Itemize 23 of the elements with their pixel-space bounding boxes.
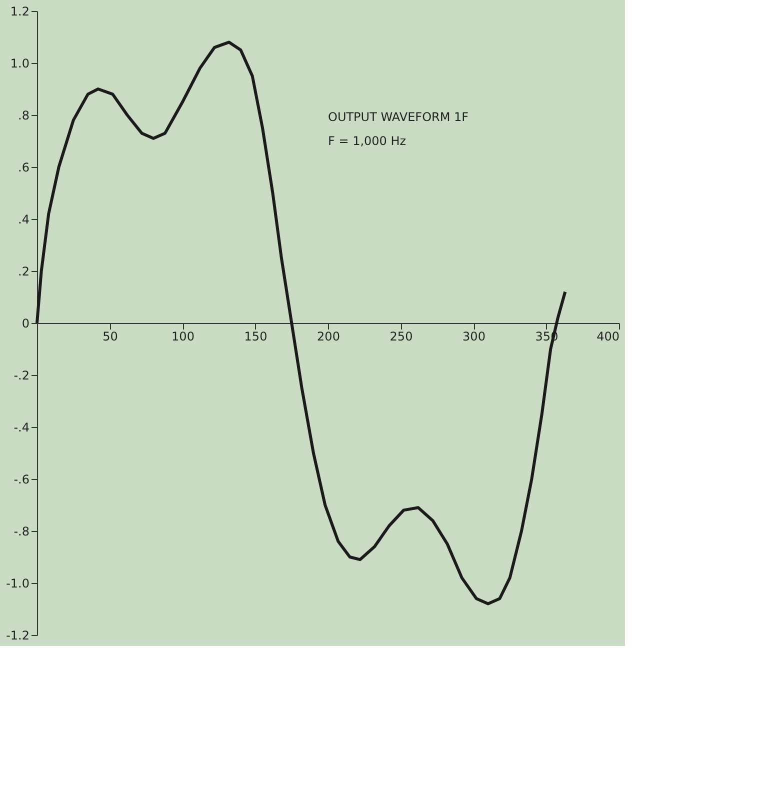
y-tick-label: -.2 — [14, 368, 30, 382]
line-series — [36, 40, 567, 606]
y-tick-label: .8 — [18, 108, 30, 122]
y-tick-label: .6 — [18, 160, 30, 174]
x-tick-label: 400 — [596, 330, 620, 344]
y-tick-label: .2 — [18, 264, 30, 278]
x-tick-label: 300 — [462, 330, 486, 344]
y-tick-label: .4 — [18, 212, 30, 226]
x-tick-label: 200 — [317, 330, 340, 344]
y-tick-label: -.4 — [14, 420, 30, 434]
y-tick-label: -1.0 — [6, 576, 30, 590]
y-tick-label: -.8 — [14, 524, 30, 538]
annotation: OUTPUT WAVEFORM 1F — [328, 110, 469, 124]
y-tick-label: 1.2 — [10, 4, 30, 18]
y-tick-label: -.6 — [14, 472, 30, 486]
y-tick-label: 0 — [22, 316, 30, 330]
y-tick-label: 1.0 — [10, 56, 30, 70]
x-tick-label: 50 — [102, 330, 118, 344]
x-tick-label: 100 — [172, 330, 194, 344]
x-tick-label: 150 — [244, 330, 268, 344]
annotation: F = 1,000 Hz — [328, 134, 406, 148]
y-tick-label: -1.2 — [6, 628, 30, 642]
x-tick-label: 250 — [390, 330, 413, 344]
